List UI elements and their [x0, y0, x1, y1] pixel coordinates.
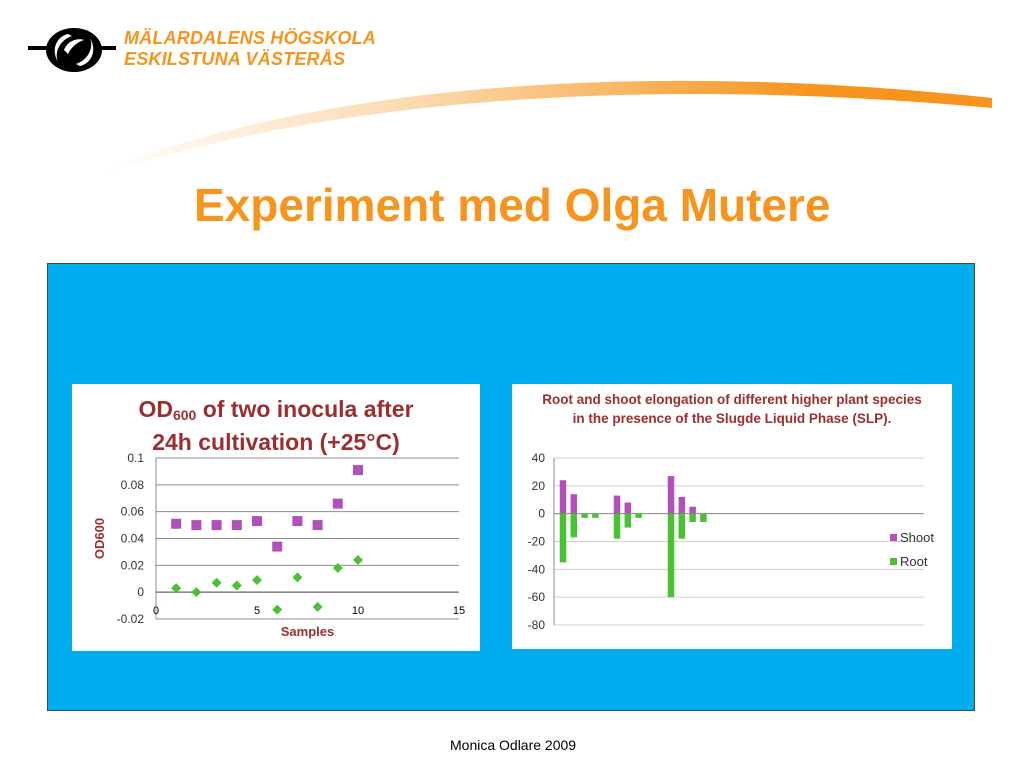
od600-title-rest: of two inocula after	[196, 396, 414, 422]
y-tick-label: 0	[538, 507, 545, 521]
bar-shoot	[613, 495, 621, 514]
legend-swatch-shoot	[890, 534, 897, 541]
od600-chart: OD600 of two inocula after 24h cultivati…	[72, 384, 480, 651]
header-swoosh	[100, 80, 992, 176]
y-tick-label: -40	[528, 562, 546, 576]
y-tick-label: 0.06	[121, 505, 145, 519]
data-point-square	[252, 516, 262, 527]
y-tick-label: 0	[137, 585, 144, 599]
bar-root	[613, 513, 621, 539]
y-tick-label: 20	[532, 479, 546, 493]
y-tick-label: -80	[528, 618, 546, 632]
bar-root	[559, 513, 567, 563]
bar-shoot	[667, 476, 675, 514]
legend-label-shoot: Shoot	[900, 530, 934, 545]
data-point-diamond	[252, 575, 262, 586]
elongation-chart: Root and shoot elongation of different h…	[512, 384, 952, 649]
data-point-diamond	[353, 554, 363, 565]
legend-label-root: Root	[900, 554, 928, 569]
data-point-square	[211, 520, 222, 531]
od600-title-line2: 24h cultivation (+25°C)	[152, 429, 400, 455]
bar-shoot	[624, 502, 632, 514]
university-name-line1: MÄLARDALENS HÖGSKOLA	[124, 28, 376, 48]
bar-root	[678, 513, 686, 539]
y-tick-label: 40	[532, 451, 546, 465]
y-tick-label: -20	[528, 535, 546, 549]
bar-shoot	[678, 496, 686, 514]
bar-root	[635, 513, 642, 518]
data-point-square	[332, 498, 343, 509]
y-tick-label: -60	[528, 590, 546, 604]
elongation-plot: 40 20 0 -20 -40 -60 -80	[528, 451, 924, 632]
bar-shoot	[689, 506, 696, 514]
od600-chart-title: OD600 of two inocula after 24h cultivati…	[72, 396, 480, 456]
legend-item-root: Root	[890, 554, 927, 569]
data-point-square	[353, 465, 363, 476]
bar-shoot	[570, 494, 578, 514]
bar-root	[592, 513, 599, 518]
data-point-diamond	[332, 563, 343, 574]
x-tick-label: 10	[352, 605, 364, 617]
data-point-diamond	[191, 587, 202, 598]
bar-root	[570, 513, 578, 538]
bar-root	[624, 513, 632, 528]
data-point-diamond	[211, 577, 222, 588]
data-point-square	[272, 541, 283, 552]
data-point-diamond	[171, 583, 182, 594]
od600-title-sub: 600	[172, 407, 197, 423]
x-tick-label: 5	[254, 605, 260, 617]
slide-footer: Monica Odlare 2009	[450, 737, 577, 753]
data-point-square	[231, 520, 242, 531]
bar-root	[667, 513, 675, 598]
od600-plot: 0.1 0.08 0.06 0.04 0.02 0 -0.02 0 5 10 15 Samples OD…	[92, 451, 465, 639]
data-point-diamond	[312, 601, 323, 612]
slide-title: Experiment med Olga Mutere	[194, 179, 831, 231]
elongation-chart-title: Root and shoot elongation of different h…	[542, 392, 922, 426]
x-tick-label: 0	[153, 605, 159, 617]
y-tick-label: 0.1	[127, 451, 144, 465]
y-tick-label: 0.08	[121, 478, 145, 492]
university-name-line2: ESKILSTUNA VÄSTERÅS	[124, 49, 346, 69]
bar-shoot	[559, 480, 567, 514]
y-tick-label: 0.04	[121, 532, 145, 546]
y-tick-label: 0.02	[121, 558, 145, 572]
university-logo-icon	[28, 28, 116, 72]
data-point-square	[292, 516, 303, 527]
data-point-square	[191, 520, 202, 531]
legend-swatch-root	[890, 558, 897, 565]
legend-item-shoot: Shoot	[890, 530, 934, 545]
data-point-square	[171, 518, 182, 529]
y-tick-label: -0.02	[117, 612, 145, 626]
university-name: MÄLARDALENS HÖGSKOLA ESKILSTUNA VÄSTERÅS	[124, 28, 376, 70]
bar-root	[581, 513, 588, 518]
y-axis-label: OD600	[92, 518, 107, 559]
bar-root	[700, 513, 707, 523]
x-tick-label: 15	[453, 605, 465, 617]
od600-title-main: OD	[138, 396, 173, 422]
bar-root	[689, 513, 696, 523]
x-axis-label: Samples	[281, 624, 334, 639]
data-point-square	[312, 520, 323, 531]
data-point-diamond	[231, 580, 242, 591]
data-point-diamond	[272, 604, 283, 615]
data-point-diamond	[292, 572, 303, 583]
